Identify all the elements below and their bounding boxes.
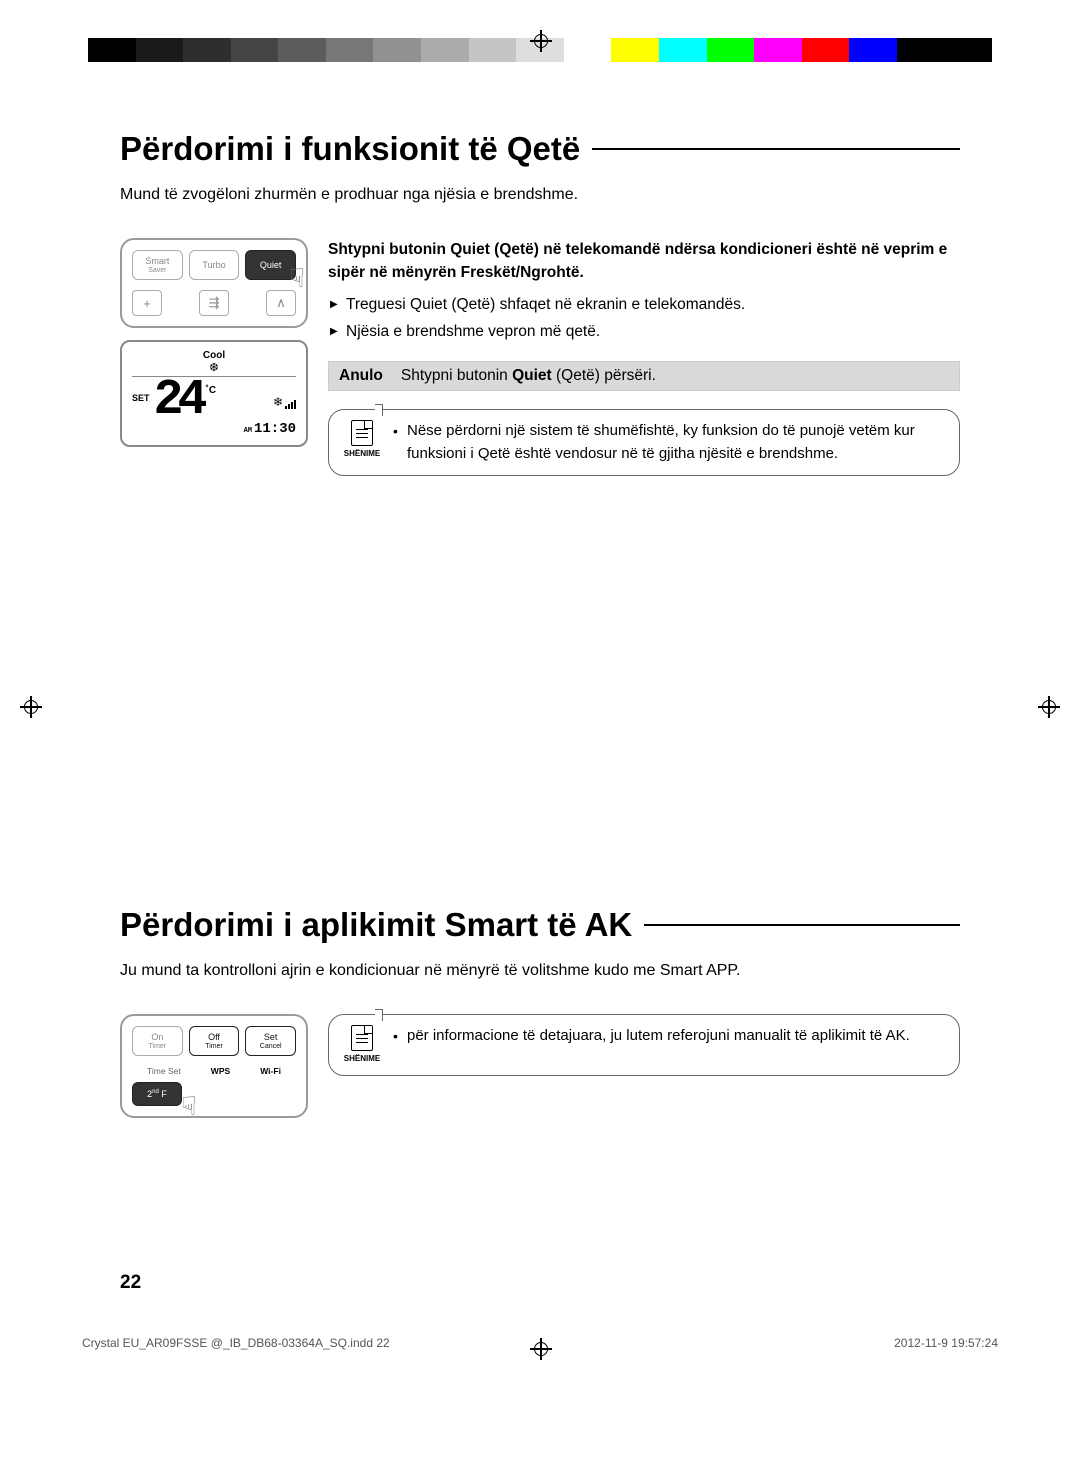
display-temperature: 24: [154, 381, 202, 421]
btn-label: Off: [208, 1033, 220, 1042]
title-rule: [592, 148, 960, 150]
off-timer-button: Off Timer: [189, 1026, 240, 1056]
section2-title-row: Përdorimi i aplikimit Smart të AK: [120, 906, 960, 944]
instruction-bold: Shtypni butonin Quiet: [328, 241, 490, 258]
on-timer-button: On Timer: [132, 1026, 183, 1056]
anulo-bar: Anulo Shtypni butonin Quiet (Qetë) përsë…: [328, 361, 960, 391]
note-icon: [351, 420, 373, 446]
swing-button: ⇶: [199, 290, 229, 316]
time-value: 11:30: [254, 421, 296, 437]
wifi-label: Wi-Fi: [260, 1066, 281, 1076]
section2-illustration-col: On Timer Off Timer Set Cancel T: [120, 1014, 308, 1130]
btn-sublabel: Timer: [205, 1043, 223, 1050]
note-text: për informacione të detajuara, ju lutem …: [391, 1025, 945, 1048]
remote-sub-labels: Time Set WPS Wi-Fi: [132, 1066, 296, 1076]
title-rule: [644, 924, 960, 926]
registration-mark-top: [530, 30, 552, 52]
bullet-item: Treguesi Quiet (Qetë) shfaqet në ekranin…: [328, 293, 960, 316]
footer-filename: Crystal EU_AR09FSSE @_IB_DB68-03364A_SQ.…: [82, 1336, 390, 1350]
plus-button: +: [132, 290, 162, 316]
smart-saver-button: Smart Saver: [132, 250, 183, 280]
section1-instruction: Shtypni butonin Quiet (Qetë) në telekoma…: [328, 238, 960, 285]
note-icon: [351, 1025, 373, 1051]
up-button: ∧: [266, 290, 296, 316]
btn-label: Turbo: [202, 261, 225, 270]
display-set-label: SET: [132, 393, 150, 403]
section2-note-box: SHËNIME për informacione të detajuara, j…: [328, 1014, 960, 1076]
btn-sublabel: Saver: [148, 267, 166, 274]
btn-label: Quiet: [260, 261, 282, 270]
signal-icon: [285, 400, 296, 409]
section1-title-row: Përdorimi i funksionit të Qetë: [120, 130, 960, 168]
note-label: SHËNIME: [344, 1053, 380, 1065]
bullet-item: Njësia e brendshme vepron më qetë.: [328, 320, 960, 343]
section1-bullet-list: Treguesi Quiet (Qetë) shfaqet në ekranin…: [328, 293, 960, 344]
display-unit: ˚C: [206, 385, 217, 396]
section1-title: Përdorimi i funksionit të Qetë: [120, 130, 580, 168]
finger-press-icon: ☟: [181, 1093, 197, 1119]
btn-label: On: [151, 1033, 163, 1042]
note-label: SHËNIME: [344, 448, 380, 460]
fan-icon: ❄: [273, 395, 283, 409]
section1-illustration-col: Smart Saver Turbo Quiet ☟ + ⇶ ∧: [120, 238, 308, 476]
wps-label: WPS: [211, 1066, 230, 1076]
page-number: 22: [120, 1272, 141, 1294]
remote-buttons-panel: Smart Saver Turbo Quiet ☟ + ⇶ ∧: [120, 238, 308, 328]
quiet-button: Quiet ☟: [245, 250, 296, 280]
section2-title: Përdorimi i aplikimit Smart të AK: [120, 906, 632, 944]
btn-label: Smart: [145, 257, 169, 266]
turbo-button: Turbo: [189, 250, 240, 280]
registration-mark-left: [20, 696, 42, 718]
remote-display-panel: Cool ❆ SET 24 ˚C ❄ AM11:30: [120, 340, 308, 447]
btn-sublabel: Cancel: [260, 1043, 282, 1050]
set-cancel-button: Set Cancel: [245, 1026, 296, 1056]
section2-intro: Ju mund ta kontrolloni ajrin e kondicion…: [120, 962, 960, 980]
note-text: Nëse përdorni një sistem të shumëfishtë,…: [391, 420, 945, 465]
registration-mark-right: [1038, 696, 1060, 718]
display-status-icons: ❄: [273, 395, 296, 409]
finger-press-icon: ☟: [289, 265, 305, 291]
registration-mark-bottom: [530, 1338, 552, 1360]
anulo-label: Anulo: [339, 364, 383, 387]
btn-label: 2nd F: [147, 1089, 167, 1099]
btn-sublabel: Timer: [149, 1043, 167, 1050]
anulo-text: Shtypni butonin Quiet (Qetë) përsëri.: [401, 364, 656, 387]
am-label: AM: [244, 427, 252, 435]
2ndf-button: 2nd F ☟: [132, 1082, 182, 1106]
btn-label: Set: [264, 1033, 278, 1042]
display-mode: Cool: [132, 350, 296, 361]
remote-timer-panel: On Timer Off Timer Set Cancel T: [120, 1014, 308, 1118]
timeset-label: Time Set: [147, 1066, 181, 1076]
footer-date: 2012-11-9 19:57:24: [894, 1336, 998, 1350]
section1-intro: Mund të zvogëloni zhurmën e prodhuar nga…: [120, 186, 960, 204]
section1-note-box: SHËNIME Nëse përdorni një sistem të shum…: [328, 409, 960, 476]
